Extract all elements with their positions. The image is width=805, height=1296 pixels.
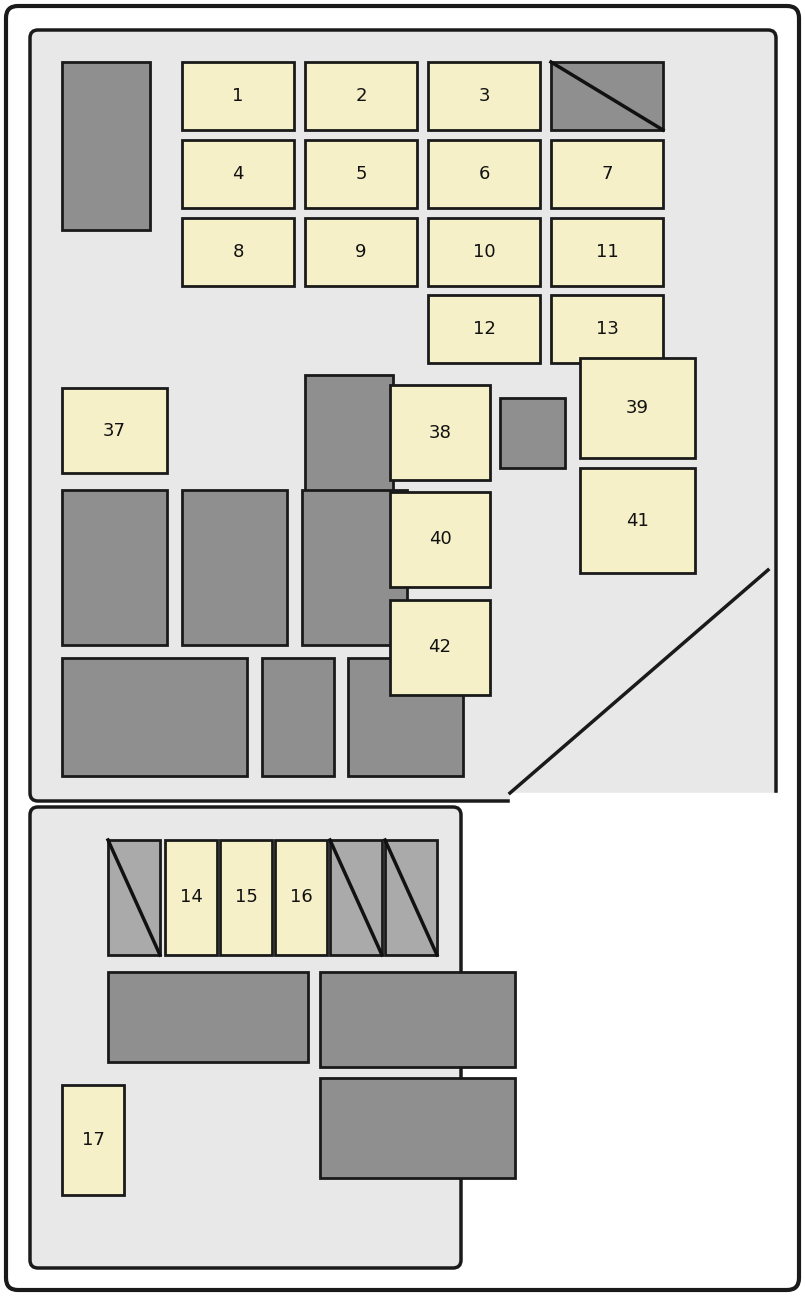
Text: 41: 41 <box>626 512 649 530</box>
Text: 39: 39 <box>626 399 649 417</box>
Bar <box>182 490 287 645</box>
Bar <box>108 840 160 955</box>
Bar <box>320 1078 515 1178</box>
Text: 10: 10 <box>473 244 495 260</box>
Bar <box>428 218 540 286</box>
Bar <box>305 375 393 505</box>
Bar <box>580 358 695 457</box>
Bar <box>62 1085 124 1195</box>
Bar <box>108 972 308 1061</box>
Bar <box>302 490 407 645</box>
Bar <box>182 140 294 207</box>
Bar <box>551 140 663 207</box>
Bar <box>62 388 167 473</box>
Bar <box>390 492 490 587</box>
Bar <box>262 658 334 776</box>
Text: 2: 2 <box>355 87 367 105</box>
Text: 11: 11 <box>596 244 618 260</box>
Bar <box>305 140 417 207</box>
Text: 14: 14 <box>180 889 202 906</box>
Text: 12: 12 <box>473 320 495 338</box>
Bar <box>551 218 663 286</box>
Text: 7: 7 <box>601 165 613 183</box>
Bar <box>62 490 167 645</box>
Bar <box>348 658 463 776</box>
Text: 4: 4 <box>233 165 244 183</box>
Text: 6: 6 <box>478 165 489 183</box>
Text: 3: 3 <box>478 87 489 105</box>
Bar <box>385 840 437 955</box>
Bar <box>275 840 327 955</box>
Bar <box>220 840 272 955</box>
Text: 37: 37 <box>103 421 126 439</box>
Bar <box>182 218 294 286</box>
Bar <box>182 62 294 130</box>
Bar <box>428 295 540 363</box>
Text: 1: 1 <box>233 87 244 105</box>
FancyBboxPatch shape <box>30 30 776 801</box>
Text: 5: 5 <box>355 165 367 183</box>
Bar <box>390 600 490 695</box>
FancyBboxPatch shape <box>30 807 461 1267</box>
Text: 15: 15 <box>234 889 258 906</box>
Bar <box>305 218 417 286</box>
Text: 38: 38 <box>428 424 452 442</box>
Bar <box>330 840 382 955</box>
FancyBboxPatch shape <box>6 6 799 1290</box>
Bar <box>305 62 417 130</box>
Bar <box>62 62 150 229</box>
Bar <box>390 385 490 480</box>
Bar <box>320 972 515 1067</box>
Bar <box>551 62 663 130</box>
Text: 16: 16 <box>290 889 312 906</box>
Bar <box>428 140 540 207</box>
Bar <box>165 840 217 955</box>
Text: 42: 42 <box>428 639 452 657</box>
Text: 9: 9 <box>355 244 367 260</box>
Text: 8: 8 <box>233 244 244 260</box>
Bar <box>500 398 565 468</box>
Bar <box>580 468 695 573</box>
Text: 17: 17 <box>81 1131 105 1150</box>
Polygon shape <box>510 793 788 813</box>
Bar <box>62 658 247 776</box>
Text: 40: 40 <box>428 530 452 548</box>
Bar <box>428 62 540 130</box>
Bar <box>551 295 663 363</box>
Text: 13: 13 <box>596 320 618 338</box>
